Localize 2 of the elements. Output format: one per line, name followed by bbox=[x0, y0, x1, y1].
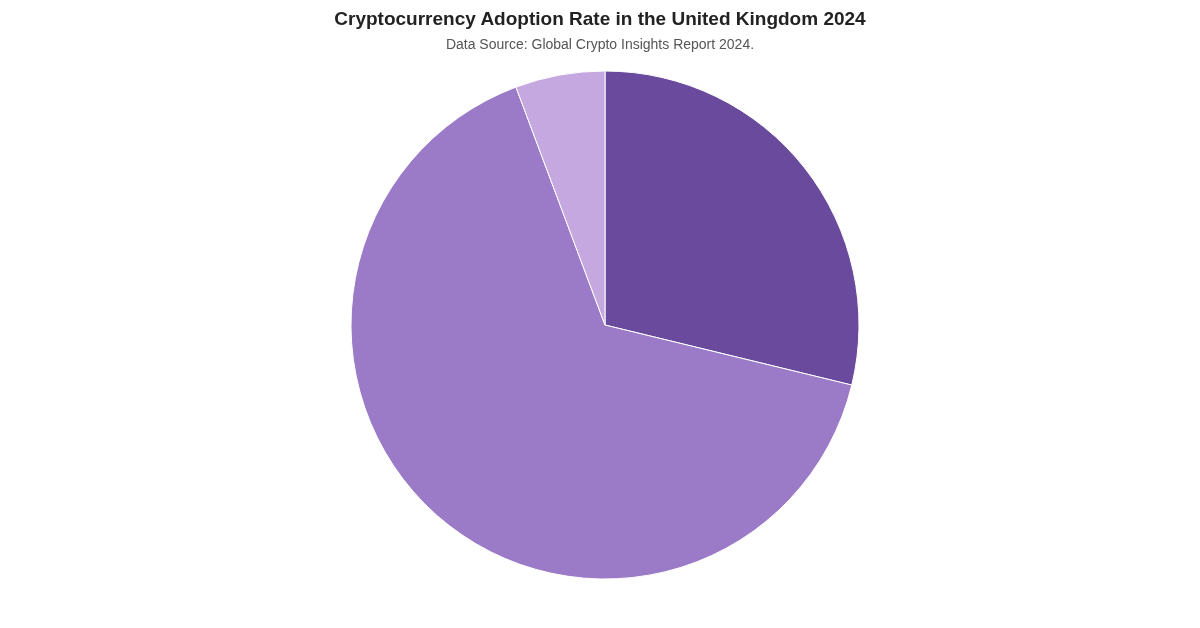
chart-subtitle: Data Source: Global Crypto Insights Report 2024. bbox=[444, 36, 756, 52]
chart-title: Cryptocurrency Adoption Rate in the United Kingdom 2024 bbox=[333, 8, 867, 30]
